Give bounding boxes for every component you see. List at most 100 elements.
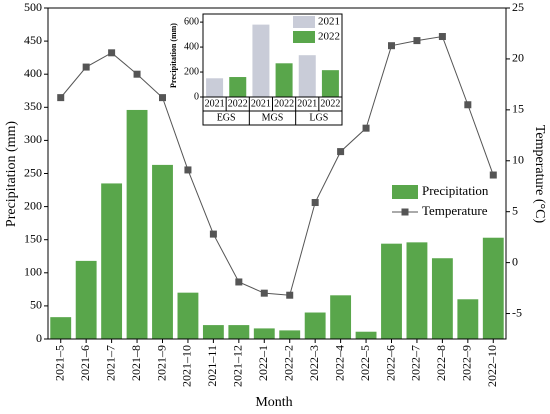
y-tick-label: 400 (24, 66, 42, 80)
x-tick-label: 2022–10 (485, 345, 499, 387)
inset-legend-label: 2022 (318, 31, 340, 43)
legend-label: Temperature (422, 203, 488, 218)
marker (464, 101, 472, 109)
x-tick-label: 2022–6 (383, 345, 397, 381)
y-tick-label: 200 (24, 198, 42, 212)
y-tick-label: 100 (24, 265, 42, 279)
bar (50, 317, 72, 339)
y2-tick-label: 20 (512, 51, 524, 65)
x-tick-label: 2021–7 (103, 345, 117, 381)
marker (159, 94, 166, 102)
y-tick-label: 450 (24, 33, 42, 47)
marker (82, 63, 90, 71)
bar (126, 109, 148, 339)
bar (406, 242, 428, 339)
bar (355, 331, 377, 339)
line (60, 35, 494, 296)
y2-tick-label: -5 (512, 305, 522, 319)
x-tick-label: 2022–4 (332, 345, 346, 381)
x-tick-label: 2021–9 (154, 345, 168, 381)
x-tick-label: 2021–11 (205, 345, 219, 387)
inset-legend-swatch (293, 16, 315, 28)
inset-y-tick-label: 0 (194, 91, 199, 102)
inset-bar (229, 77, 247, 97)
inset-year-label: 2021 (297, 98, 317, 109)
inset-y-axis-label: Precipitation (mm) (169, 23, 178, 88)
marker (489, 171, 497, 179)
inset-year-label: 2021 (205, 98, 225, 109)
marker (362, 124, 370, 132)
inset-year-label: 2022 (228, 98, 248, 109)
x-tick-label: 2021–10 (180, 345, 194, 387)
bar (457, 299, 479, 339)
y-tick-label: 350 (24, 99, 42, 113)
inset-legend-swatch (293, 31, 315, 43)
legend-label: Precipitation (422, 183, 489, 198)
bar (304, 312, 326, 339)
inset-year-label: 2021 (251, 98, 271, 109)
inset-frame (202, 13, 343, 126)
x-tick-label: 2022–9 (460, 345, 474, 381)
inset-year-label: 2022 (320, 98, 340, 109)
marker (311, 199, 319, 207)
y2-tick-label: 25 (512, 0, 524, 14)
x-tick-label: 2022–8 (434, 345, 448, 381)
x-tick-label: 2022–5 (358, 345, 372, 381)
bar (202, 325, 224, 339)
bar (431, 258, 453, 339)
bar (381, 243, 402, 339)
y-tick-label: 50 (30, 298, 42, 312)
bar (228, 325, 250, 339)
inset-y-tick-label: 400 (184, 41, 199, 52)
bar (330, 295, 352, 339)
y2-tick-label: 15 (512, 102, 524, 116)
marker (337, 148, 345, 156)
inset-bar (275, 63, 293, 97)
y-tick-label: 500 (24, 0, 42, 14)
inset-group-label: EGS (217, 112, 236, 123)
x-axis-label: Month (255, 395, 292, 410)
y2-tick-label: 10 (512, 153, 524, 167)
bar (75, 260, 97, 339)
bar (177, 292, 199, 339)
bar (279, 330, 301, 339)
marker (57, 94, 65, 102)
inset-y-tick-label: 200 (184, 66, 199, 77)
legend-swatch (392, 185, 418, 199)
marker (209, 230, 217, 238)
x-tick-label: 2021–5 (52, 345, 66, 381)
inset-legend-label: 2021 (318, 16, 340, 28)
inset-bar (298, 55, 316, 97)
inset-bar (206, 78, 224, 97)
x-tick-label: 2021–12 (231, 345, 245, 387)
inset-group-label: MGS (262, 112, 284, 123)
marker (108, 49, 116, 57)
x-tick-label: 2022–7 (409, 345, 423, 381)
inset-bar (252, 24, 270, 97)
y-axis-label: Precipitation (mm) (4, 121, 19, 227)
marker (438, 33, 446, 41)
y2-tick-label: 5 (512, 203, 518, 217)
x-tick-label: 2021–8 (129, 345, 143, 381)
x-tick-label: 2022–1 (256, 345, 270, 381)
marker (235, 278, 243, 286)
marker (413, 37, 421, 45)
bar (101, 183, 123, 339)
marker (133, 70, 141, 78)
inset-y-tick-label: 600 (184, 16, 199, 27)
y-tick-label: 150 (24, 231, 42, 245)
y-tick-label: 0 (36, 331, 42, 345)
bar (253, 328, 275, 339)
bar (482, 237, 504, 339)
bar (152, 164, 173, 339)
legend-marker (401, 208, 409, 216)
y-tick-label: 250 (24, 165, 42, 179)
inset-bar (321, 70, 339, 97)
y2-axis-label: Temperature (°C) (532, 125, 547, 224)
inset-group-label: LGS (309, 112, 328, 123)
y2-tick-label: 0 (512, 254, 518, 268)
marker (388, 42, 395, 50)
x-tick-label: 2022–2 (281, 345, 295, 381)
inset-year-label: 2022 (274, 98, 294, 109)
